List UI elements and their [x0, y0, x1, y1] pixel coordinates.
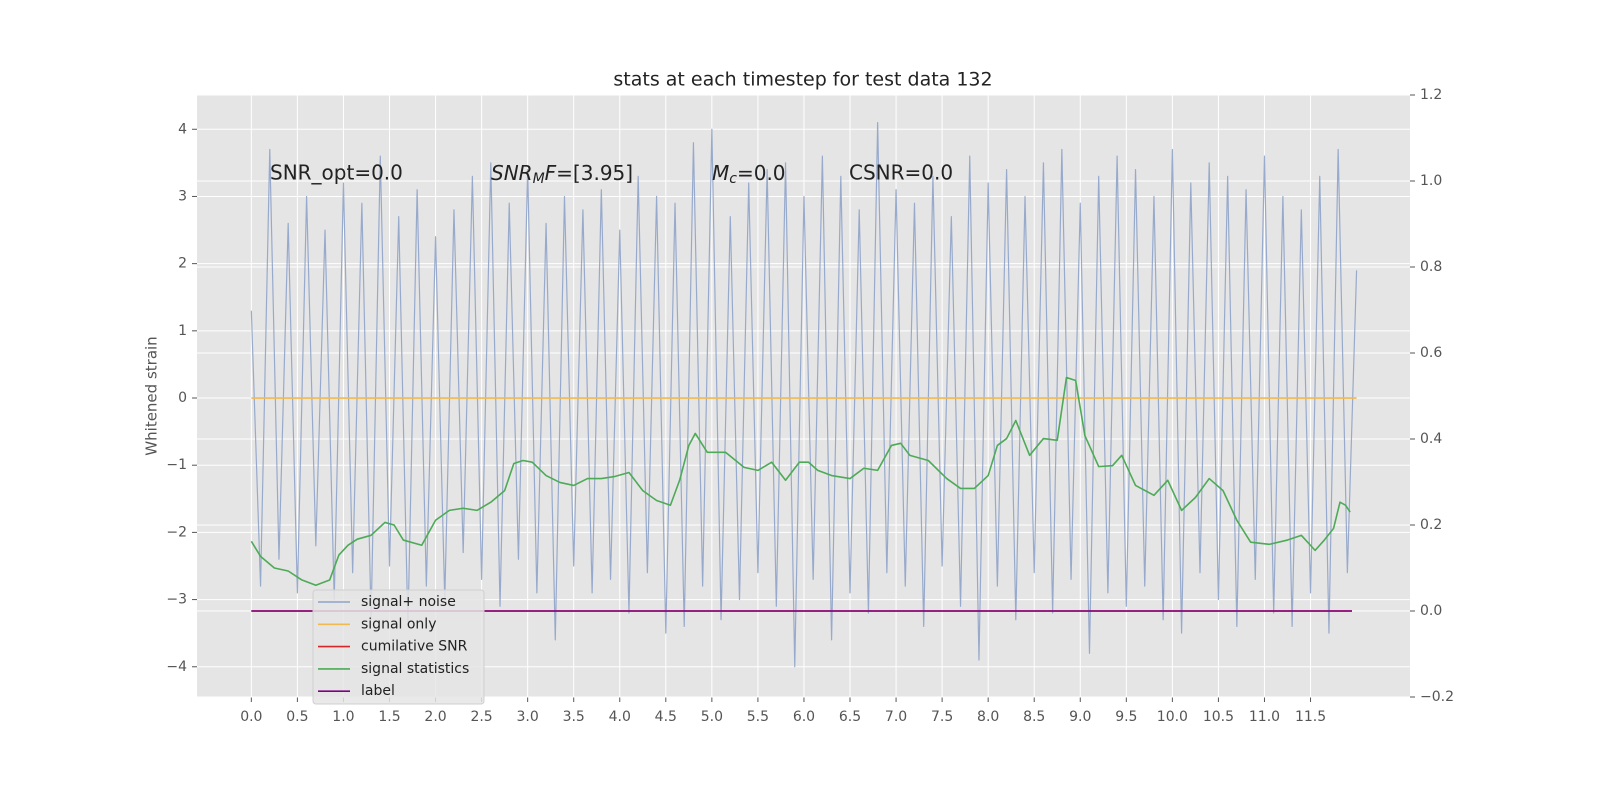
y-tick-label: −1: [166, 457, 187, 473]
y-tick-label: 0: [178, 390, 187, 406]
x-tick-label: 7.5: [931, 709, 953, 725]
x-tick-label: 10.5: [1203, 709, 1234, 725]
x-tick-label: 1.5: [378, 709, 400, 725]
x-tick-label: 1.0: [332, 709, 354, 725]
y-tick-label: 4: [178, 121, 187, 137]
annotation: Mc=0.0: [712, 161, 786, 188]
x-tick-label: 3.0: [517, 709, 539, 725]
annotation-part: SNR: [491, 161, 533, 185]
x-tick-label: 7.0: [885, 709, 907, 725]
x-tick-label: 5.0: [701, 709, 723, 725]
x-tick-label: 4.5: [655, 709, 677, 725]
series-line: [250, 121, 1358, 668]
annotation: SNRMF=[3.95]: [491, 161, 633, 188]
y2-tick-label: 0.2: [1420, 517, 1442, 533]
annotation-part: =[3.95]: [556, 161, 633, 185]
annotation-part: c: [729, 171, 737, 187]
x-tick-label: 8.0: [977, 709, 999, 725]
x-tick-label: 9.5: [1115, 709, 1137, 725]
legend-box: [312, 589, 485, 705]
y-tick-label: 3: [178, 188, 187, 204]
x-tick-label: 3.5: [563, 709, 585, 725]
legend-label: signal statistics: [361, 661, 469, 677]
y-tick-label: −4: [166, 659, 187, 675]
y-axis-label: Whitened strain: [143, 336, 161, 455]
legend-label: signal only: [361, 616, 436, 632]
annotation-part: =0.0: [737, 161, 786, 185]
y-tick-label: 2: [178, 256, 187, 272]
legend-label: cumilative SNR: [361, 639, 468, 655]
annotation: SNR_opt=0.0: [270, 161, 403, 185]
y-tick-label: 1: [178, 323, 187, 339]
chart-title: stats at each timestep for test data 132: [613, 69, 992, 91]
x-tick-label: 9.0: [1069, 709, 1091, 725]
y2-tick-label: 0.8: [1420, 259, 1442, 275]
x-tick-label: 2.0: [424, 709, 446, 725]
x-tick-label: 0.0: [240, 709, 262, 725]
y2-tick-label: −0.2: [1420, 689, 1454, 705]
x-tick-label: 6.5: [839, 709, 861, 725]
y2-tick-label: 0.0: [1420, 603, 1442, 619]
legend-label: label: [361, 683, 395, 699]
annotation-part: F: [545, 161, 557, 185]
x-tick-label: 5.5: [747, 709, 769, 725]
y2-tick-label: 1.0: [1420, 173, 1442, 189]
x-tick-label: 8.5: [1023, 709, 1045, 725]
y2-tick-label: 1.2: [1420, 87, 1442, 103]
annotation-part: M: [533, 171, 545, 187]
series-line: [250, 376, 1351, 586]
y-tick-label: −2: [166, 524, 187, 540]
annotation-part: M: [712, 161, 729, 185]
x-tick-label: 11.0: [1249, 709, 1280, 725]
annotation: CSNR=0.0: [849, 161, 953, 185]
legend: signal+ noise signal only cumilative SNR si…: [312, 589, 485, 705]
x-tick-label: 6.0: [793, 709, 815, 725]
x-tick-label: 11.5: [1295, 709, 1326, 725]
legend-label: signal+ noise: [361, 594, 456, 610]
x-tick-label: 10.0: [1157, 709, 1188, 725]
y2-tick-label: 0.6: [1420, 345, 1442, 361]
x-tick-label: 4.0: [609, 709, 631, 725]
y2-tick-label: 0.4: [1420, 431, 1442, 447]
y-tick-label: −3: [166, 592, 187, 608]
x-tick-label: 2.5: [470, 709, 492, 725]
x-tick-label: 0.5: [286, 709, 308, 725]
